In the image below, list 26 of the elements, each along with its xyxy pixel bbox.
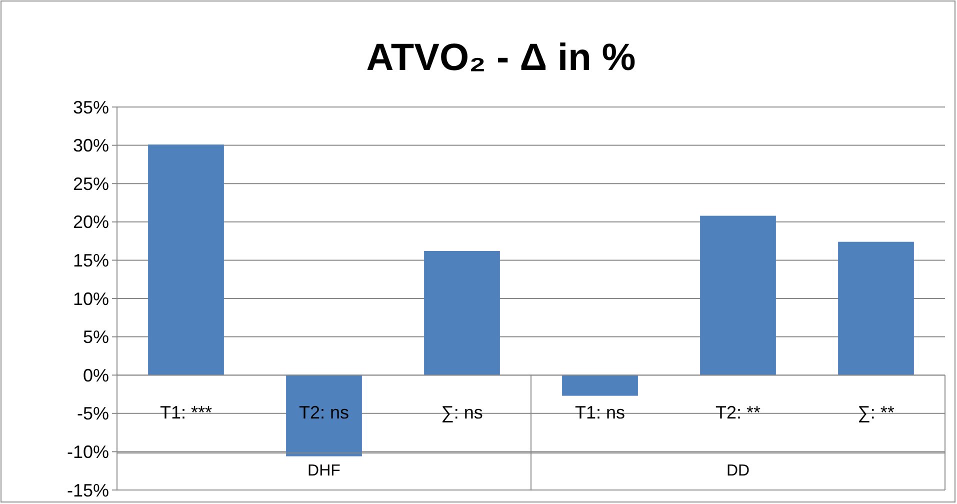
y-tick-label: 20%: [72, 212, 109, 232]
y-tick-label: 25%: [72, 174, 109, 194]
annotation: DHF: [308, 462, 341, 480]
x-tick-label: T2: **: [715, 402, 761, 422]
x-tick-label: T1: ***: [160, 402, 212, 422]
bar: [424, 251, 500, 376]
x-tick-label: T1: ns: [574, 402, 626, 422]
y-tick-label: 5%: [82, 327, 109, 348]
y-tick-label: 0%: [82, 365, 109, 386]
bar: [286, 375, 362, 456]
y-tick-label: -10%: [66, 442, 109, 462]
bar: [148, 144, 224, 376]
y-tick-label: -5%: [76, 404, 109, 424]
y-tick-label: 30%: [72, 136, 109, 156]
chart-title: ATVO₂ - Δ in %: [366, 37, 636, 79]
bar: [562, 375, 638, 396]
y-tick-label: -15%: [66, 480, 109, 500]
bar: [838, 242, 914, 376]
bar: [700, 216, 776, 376]
annotation: DD: [726, 462, 750, 480]
y-tick-label: 15%: [72, 250, 109, 270]
y-tick-label: 35%: [72, 97, 109, 118]
y-tick-label: 10%: [72, 288, 109, 309]
x-tick-label: ∑: **: [858, 402, 894, 422]
x-tick-label: T2: ns: [298, 402, 350, 422]
x-tick-label: ∑: ns: [441, 402, 483, 422]
